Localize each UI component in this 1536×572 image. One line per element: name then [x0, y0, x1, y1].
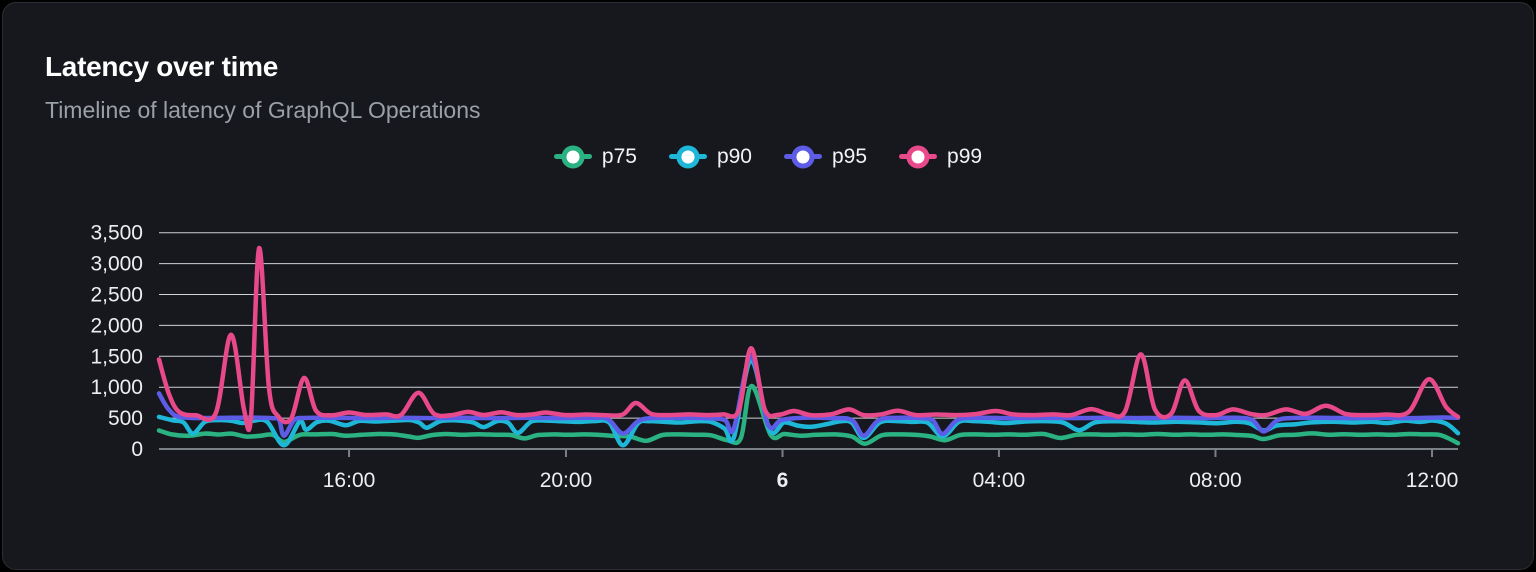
y-axis-tick-label: 3,000 [90, 253, 143, 276]
chart-legend: p75 p90 p95 p99 [3, 140, 1533, 174]
x-axis-tick-label: 20:00 [540, 469, 593, 492]
y-axis-tick-label: 1,000 [90, 376, 143, 399]
series-line-p75 [156, 383, 1461, 446]
p99-series-marker-icon [899, 145, 938, 169]
p90-series-marker-icon [668, 145, 707, 169]
y-axis-tick-label: 2,500 [90, 284, 143, 307]
x-axis-tick-label: 08:00 [1189, 469, 1242, 492]
legend-item-p95[interactable]: p95 [784, 145, 867, 169]
legend-item-p90[interactable]: p90 [668, 145, 752, 169]
chart-title: Latency over time [45, 51, 278, 82]
y-axis-tick-label: 0 [131, 438, 143, 461]
x-axis-tick-label: 12:00 [1406, 469, 1459, 492]
series-line-p99 [156, 245, 1461, 433]
p95-series-marker-icon [784, 145, 822, 169]
p75-series-marker-icon [553, 145, 592, 169]
legend-item-p99[interactable]: p99 [899, 145, 982, 169]
y-axis-tick-label: 500 [108, 407, 143, 430]
y-axis-tick-label: 2,000 [90, 314, 143, 337]
x-axis-tick-label: 04:00 [973, 469, 1026, 492]
legend-label-p90: p90 [716, 145, 752, 168]
legend-label-p99: p99 [947, 145, 983, 168]
chart-subtitle: Timeline of latency of GraphQL Operation… [45, 97, 481, 123]
legend-label-p75: p75 [601, 145, 637, 168]
y-axis-tick-label: 3,500 [90, 222, 143, 245]
series-line-p95 [156, 354, 1461, 438]
legend-item-p75[interactable]: p75 [553, 145, 637, 169]
x-axis-tick-label: 6 [777, 469, 789, 492]
legend-label-p95: p95 [832, 145, 868, 168]
x-axis-tick-label: 16:00 [323, 469, 376, 492]
y-axis-tick-label: 1,500 [90, 345, 143, 368]
